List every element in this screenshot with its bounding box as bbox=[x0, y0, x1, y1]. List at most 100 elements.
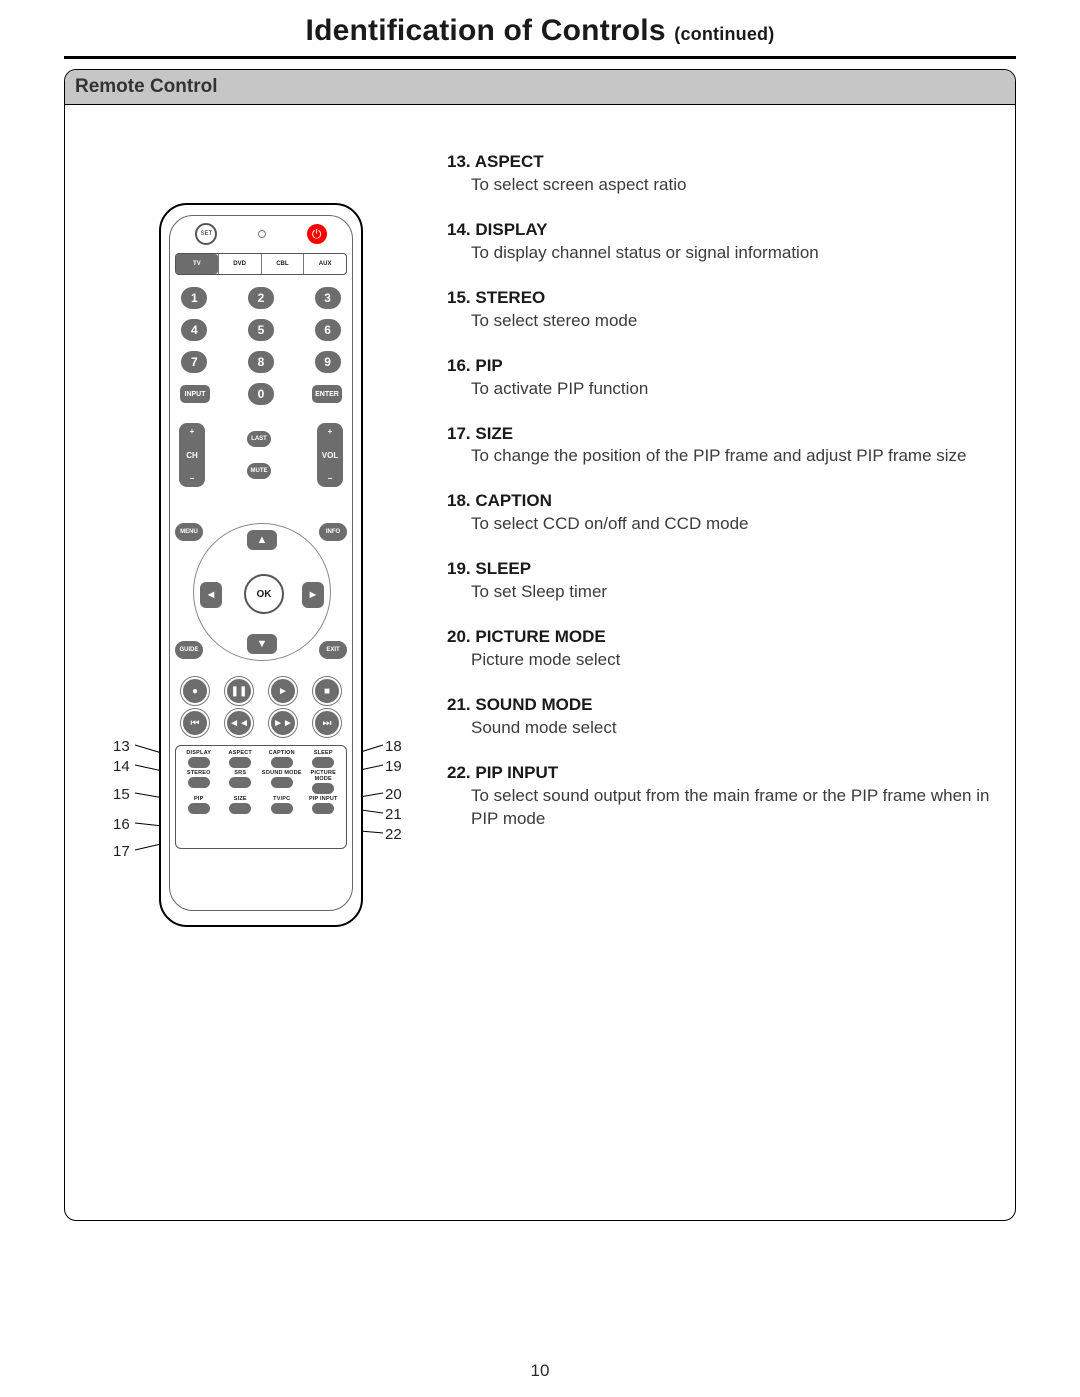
num-0: 0 bbox=[248, 383, 274, 405]
desc-body: To change the position of the PIP frame … bbox=[447, 445, 991, 468]
desc-body: To select screen aspect ratio bbox=[447, 174, 991, 197]
desc-heading: 20. PICTURE MODE bbox=[447, 626, 991, 649]
input-button: INPUT bbox=[180, 385, 210, 403]
func-row-2: PIPSIZETV/PCPIP INPUT bbox=[178, 796, 344, 814]
func-row-0: DISPLAYASPECTCAPTIONSLEEP bbox=[178, 750, 344, 768]
arrow-up: ▲ bbox=[247, 530, 277, 550]
arrow-right: ► bbox=[302, 582, 324, 608]
exit-button: EXIT bbox=[319, 641, 347, 659]
arrow-down: ▼ bbox=[247, 634, 277, 654]
set-button: SET bbox=[195, 223, 217, 245]
num-4: 4 bbox=[181, 319, 207, 341]
content-area: SET ⏻ TV DVD CBL AUX 1 2 3 bbox=[65, 105, 1015, 1023]
function-box: DISPLAYASPECTCAPTIONSLEEP STEREOSRSSOUND … bbox=[175, 745, 347, 849]
num-8: 8 bbox=[248, 351, 274, 373]
func-caption: CAPTION bbox=[262, 750, 302, 768]
media-ff: ►► bbox=[269, 709, 297, 737]
desc-body: Picture mode select bbox=[447, 649, 991, 672]
func-srs: SRS bbox=[220, 770, 260, 794]
func-picture-mode: PICTURE MODE bbox=[303, 770, 343, 794]
mode-tv: TV bbox=[176, 254, 218, 274]
func-pip-input: PIP INPUT bbox=[303, 796, 343, 814]
func-aspect: ASPECT bbox=[220, 750, 260, 768]
num-row-2: 4 5 6 bbox=[161, 319, 361, 341]
func-pip: PIP bbox=[179, 796, 219, 814]
func-sound-mode: SOUND MODE bbox=[262, 770, 302, 794]
desc-item-17: 17. SIZETo change the position of the PI… bbox=[447, 423, 991, 469]
menu-button: MENU bbox=[175, 523, 203, 541]
media-rec: ● bbox=[181, 677, 209, 705]
desc-heading: 18. CAPTION bbox=[447, 490, 991, 513]
section-panel: Remote Control SET ⏻ TV bbox=[64, 69, 1016, 1221]
callout-17: 17 bbox=[113, 843, 130, 860]
callout-22: 22 bbox=[385, 826, 402, 843]
func-stereo: STEREO bbox=[179, 770, 219, 794]
power-button: ⏻ bbox=[307, 224, 327, 244]
desc-item-13: 13. ASPECTTo select screen aspect ratio bbox=[447, 151, 991, 197]
desc-item-14: 14. DISPLAYTo display channel status or … bbox=[447, 219, 991, 265]
enter-button: ENTER bbox=[312, 385, 342, 403]
desc-item-18: 18. CAPTIONTo select CCD on/off and CCD … bbox=[447, 490, 991, 536]
desc-body: To display channel status or signal info… bbox=[447, 242, 991, 265]
callout-18: 18 bbox=[385, 738, 402, 755]
desc-item-21: 21. SOUND MODESound mode select bbox=[447, 694, 991, 740]
num-1: 1 bbox=[181, 287, 207, 309]
last-button: LAST bbox=[247, 431, 271, 447]
remote-diagram: SET ⏻ TV DVD CBL AUX 1 2 3 bbox=[89, 203, 419, 1023]
desc-heading: 19. SLEEP bbox=[447, 558, 991, 581]
num-5: 5 bbox=[248, 319, 274, 341]
callout-20: 20 bbox=[385, 786, 402, 803]
led-indicator bbox=[258, 230, 266, 238]
func-tv/pc: TV/PC bbox=[262, 796, 302, 814]
info-button: INFO bbox=[319, 523, 347, 541]
desc-item-19: 19. SLEEPTo set Sleep timer bbox=[447, 558, 991, 604]
desc-heading: 15. STEREO bbox=[447, 287, 991, 310]
desc-heading: 16. PIP bbox=[447, 355, 991, 378]
func-size: SIZE bbox=[220, 796, 260, 814]
num-6: 6 bbox=[315, 319, 341, 341]
num-row-3: 7 8 9 bbox=[161, 351, 361, 373]
media-stop: ■ bbox=[313, 677, 341, 705]
media-prev: ⏮ bbox=[181, 709, 209, 737]
top-row: SET ⏻ bbox=[175, 223, 347, 245]
nav-ring: OK ▲ ▼ ◄ ► bbox=[193, 523, 331, 661]
num-9: 9 bbox=[315, 351, 341, 373]
desc-item-20: 20. PICTURE MODEPicture mode select bbox=[447, 626, 991, 672]
func-sleep: SLEEP bbox=[303, 750, 343, 768]
desc-body: To select CCD on/off and CCD mode bbox=[447, 513, 991, 536]
remote-column: SET ⏻ TV DVD CBL AUX 1 2 3 bbox=[89, 133, 419, 1023]
mode-aux: AUX bbox=[303, 254, 346, 274]
media-row-1: ● ❚❚ ► ■ bbox=[173, 677, 349, 705]
page-number: 10 bbox=[0, 1361, 1080, 1381]
callout-14: 14 bbox=[113, 758, 130, 775]
desc-body: To select stereo mode bbox=[447, 310, 991, 333]
num-7: 7 bbox=[181, 351, 207, 373]
page-title: Identification of Controls (continued) bbox=[0, 0, 1080, 54]
desc-heading: 21. SOUND MODE bbox=[447, 694, 991, 717]
desc-item-15: 15. STEREOTo select stereo mode bbox=[447, 287, 991, 333]
num-2: 2 bbox=[248, 287, 274, 309]
desc-body: To set Sleep timer bbox=[447, 581, 991, 604]
desc-heading: 13. ASPECT bbox=[447, 151, 991, 174]
callout-16: 16 bbox=[113, 816, 130, 833]
callout-21: 21 bbox=[385, 806, 402, 823]
mode-dvd: DVD bbox=[218, 254, 261, 274]
desc-body: Sound mode select bbox=[447, 717, 991, 740]
num-row-1: 1 2 3 bbox=[161, 287, 361, 309]
desc-item-22: 22. PIP INPUTTo select sound output from… bbox=[447, 762, 991, 831]
desc-body: To select sound output from the main fra… bbox=[447, 785, 991, 831]
callout-19: 19 bbox=[385, 758, 402, 775]
num-row-4: INPUT 0 ENTER bbox=[161, 383, 361, 405]
media-play: ► bbox=[269, 677, 297, 705]
section-header: Remote Control bbox=[65, 70, 1015, 105]
remote-body: SET ⏻ TV DVD CBL AUX 1 2 3 bbox=[159, 203, 363, 927]
callout-15: 15 bbox=[113, 786, 130, 803]
mode-selector: TV DVD CBL AUX bbox=[175, 253, 347, 275]
callout-13: 13 bbox=[113, 738, 130, 755]
descriptions-column: 13. ASPECTTo select screen aspect ratio1… bbox=[447, 133, 991, 1023]
desc-heading: 22. PIP INPUT bbox=[447, 762, 991, 785]
desc-body: To activate PIP function bbox=[447, 378, 991, 401]
ok-button: OK bbox=[244, 574, 284, 614]
ch-rocker: +CH− bbox=[179, 423, 205, 487]
vol-rocker: +VOL− bbox=[317, 423, 343, 487]
